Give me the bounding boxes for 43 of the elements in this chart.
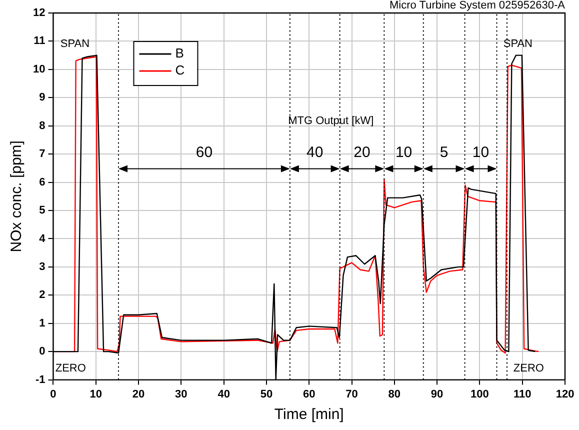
x-tick-label: 50 [260, 388, 273, 400]
x-tick-label: 120 [556, 388, 574, 400]
x-axis-title: Time [min] [274, 406, 344, 424]
annotation: 10 [472, 144, 490, 161]
annotation: SPAN [503, 38, 533, 50]
x-tick-label: 80 [388, 388, 401, 400]
y-tick-label: 8 [39, 120, 46, 132]
annotation: 10 [395, 144, 412, 161]
x-tick-label: 20 [132, 388, 145, 400]
y-tick-label: 2 [39, 289, 46, 302]
annotation: SPAN [60, 38, 90, 50]
legend-label: C [175, 62, 185, 78]
x-tick-label: 60 [302, 388, 316, 400]
chart-title: Micro Turbine System 025952630-A [390, 0, 566, 12]
y-tick-label: 4 [39, 232, 46, 245]
y-tick-label: 9 [39, 92, 46, 104]
annotation: MTG Output [kW] [288, 115, 374, 128]
y-tick-label: 1 [39, 317, 46, 330]
x-tick-label: 90 [430, 388, 444, 400]
y-tick-label: 0 [39, 346, 46, 358]
x-tick-label: 110 [513, 388, 532, 400]
annotation: ZERO [55, 362, 86, 374]
x-tick-label: 40 [218, 388, 230, 400]
y-tick-label: 3 [39, 260, 46, 273]
x-tick-label: 10 [90, 388, 102, 400]
y-tick-label: 7 [39, 148, 46, 160]
x-tick-label: 30 [175, 388, 188, 400]
annotation: 60 [196, 144, 213, 161]
annotation: 40 [306, 144, 324, 161]
annotation: 20 [354, 144, 370, 161]
x-tick-label: 0 [50, 388, 56, 400]
y-tick-label: 6 [39, 176, 46, 188]
legend-label: B [175, 46, 184, 61]
x-tick-label: 100 [470, 388, 489, 400]
y-tick-label: -1 [35, 374, 46, 386]
y-axis-title: NOx conc. [ppm] [8, 140, 26, 252]
annotation: ZERO [513, 362, 544, 374]
y-tick-label: 5 [39, 204, 46, 217]
x-tick-label: 70 [346, 388, 358, 400]
annotation: 5 [440, 144, 448, 161]
y-tick-label: 12 [32, 7, 46, 20]
y-tick-label: 10 [32, 63, 46, 76]
y-tick-label: 11 [34, 35, 46, 48]
